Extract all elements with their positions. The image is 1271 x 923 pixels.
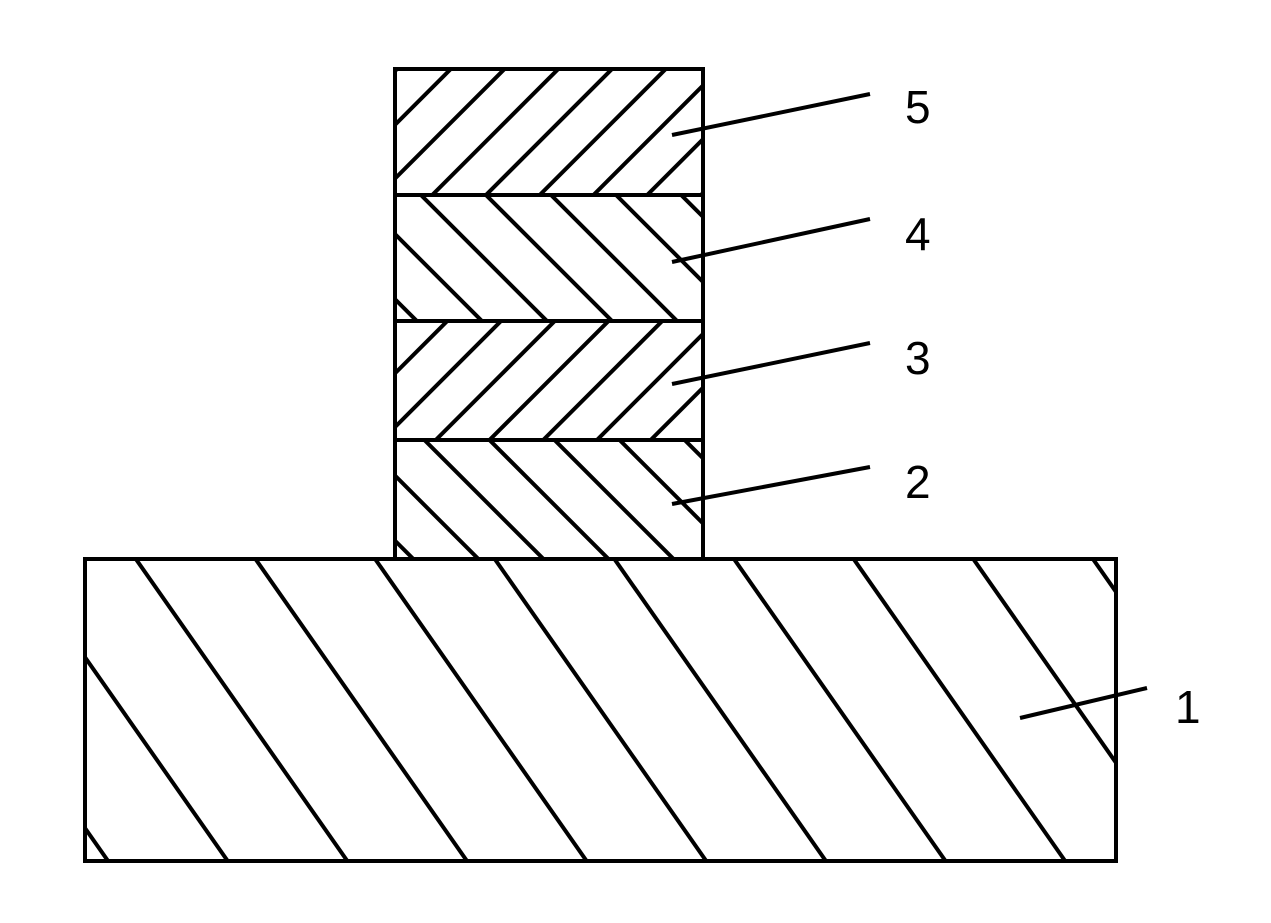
layer-label-layer5: 5 <box>905 80 931 134</box>
diagram-stage: 1 2 3 4 5 <box>0 0 1271 923</box>
layer-rect-substrate <box>85 559 1116 861</box>
leader-line-layer4 <box>672 219 870 262</box>
layer-label-substrate: 1 <box>1175 680 1201 734</box>
leader-line-substrate <box>1020 688 1147 718</box>
layer-rect-layer2 <box>395 440 703 559</box>
leader-line-layer5 <box>672 94 870 135</box>
layer-rect-layer4 <box>395 195 703 321</box>
layer-label-layer2: 2 <box>905 455 931 509</box>
leader-line-layer2 <box>672 467 870 504</box>
layer-label-layer3: 3 <box>905 331 931 385</box>
layer-rect-layer5 <box>395 69 703 195</box>
layer-rect-layer3 <box>395 321 703 440</box>
layer-label-layer4: 4 <box>905 207 931 261</box>
leader-line-layer3 <box>672 343 870 384</box>
